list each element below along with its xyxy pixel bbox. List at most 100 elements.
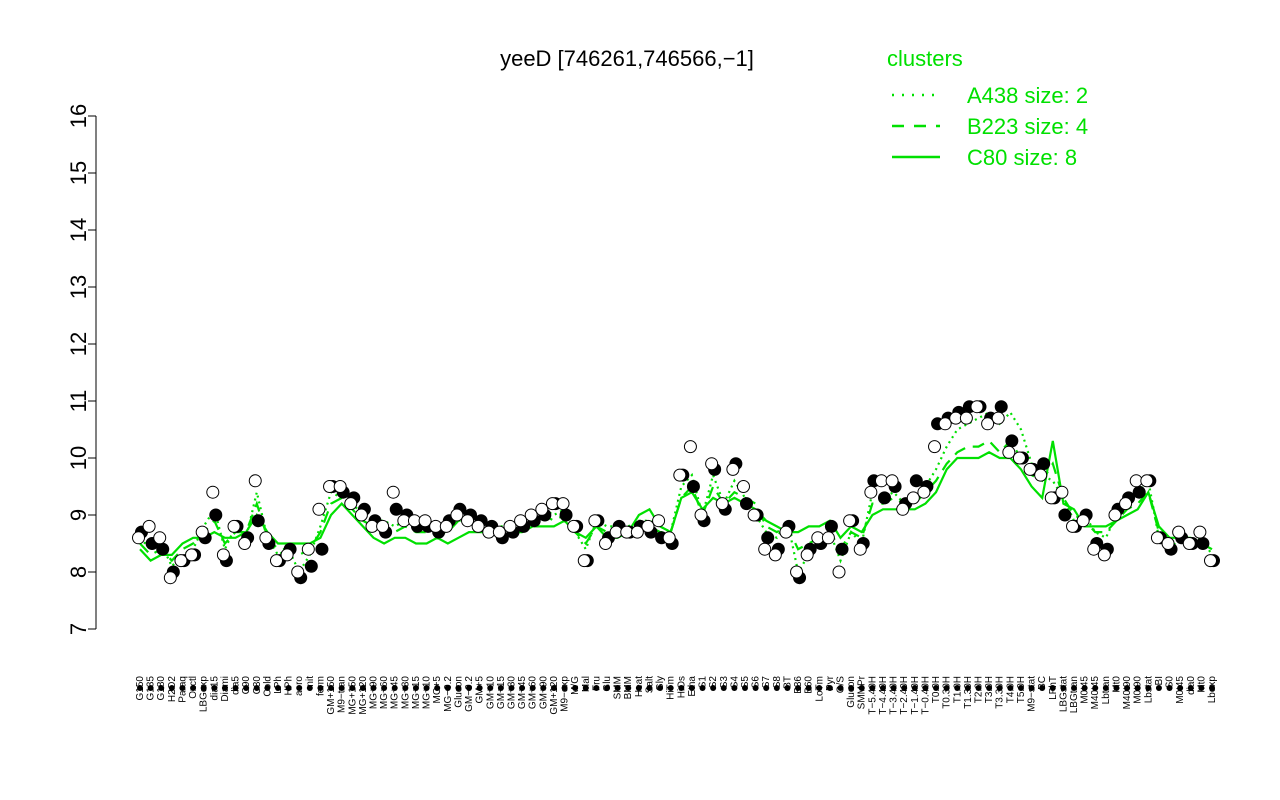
- x-rug-marker: [1102, 685, 1109, 691]
- x-tick-label: G135: [146, 676, 157, 701]
- data-point-filled: [156, 542, 170, 556]
- x-rug-marker: [922, 685, 929, 691]
- legend-title: clusters: [887, 46, 963, 71]
- x-tick-label: LBGstat: [1058, 676, 1069, 712]
- x-rug-marker: [137, 685, 143, 691]
- data-point-open: [885, 474, 899, 488]
- x-rug-marker: [1049, 685, 1056, 691]
- data-point-open: [524, 508, 538, 522]
- x-rug-marker: [434, 685, 441, 691]
- x-tick-label: Paraq: [177, 676, 188, 703]
- x-tick-label: T4.0H: [1005, 676, 1016, 703]
- x-rug-marker: [572, 685, 579, 691]
- series-line-solid: [139, 440, 1213, 562]
- x-tick-label: MG+150: [347, 676, 358, 715]
- x-rug-marker: [720, 685, 727, 691]
- x-rug-marker: [1155, 685, 1162, 691]
- x-tick-label: T3.30H: [995, 676, 1006, 709]
- x-tick-label: T−4.40H: [878, 676, 889, 715]
- data-point-open: [1055, 485, 1069, 499]
- data-point-open: [864, 485, 878, 499]
- data-point-open: [1023, 462, 1037, 476]
- x-tick-label: LPh: [273, 676, 284, 694]
- y-tick-label: 11: [66, 390, 91, 413]
- x-tick-label: M0t45: [1175, 676, 1186, 704]
- data-point-open: [853, 542, 867, 556]
- x-rug-marker: [837, 685, 844, 691]
- y-tick-label: 8: [66, 566, 91, 578]
- x-rug-marker: [338, 685, 345, 691]
- x-tick-label: Glu: [602, 676, 613, 692]
- x-rug-marker: [285, 685, 292, 691]
- data-point-open: [376, 519, 390, 533]
- data-point-open: [142, 519, 156, 533]
- x-tick-label: HPh: [284, 676, 295, 695]
- x-tick-label: MG+45: [390, 676, 401, 710]
- x-rug-marker: [370, 685, 377, 691]
- data-point-filled: [761, 531, 775, 545]
- data-point-open: [259, 531, 273, 545]
- x-rug-marker: [487, 685, 494, 691]
- x-tick-label: LPhT: [1048, 676, 1059, 700]
- x-tick-label: T5.0H: [1016, 676, 1027, 703]
- x-rug-marker: [1017, 685, 1024, 691]
- data-point-open: [652, 514, 666, 528]
- data-point-filled: [209, 508, 223, 522]
- y-tick-label: 12: [66, 332, 91, 356]
- x-tick-label: GM+30: [506, 676, 517, 710]
- data-point-open: [928, 440, 942, 454]
- data-point-filled: [559, 508, 573, 522]
- x-rug-marker: [826, 685, 833, 691]
- x-tick-label: C90: [241, 676, 252, 695]
- x-rug-marker: [614, 685, 621, 691]
- data-point-open: [779, 525, 793, 539]
- x-rug-marker: [466, 685, 473, 691]
- x-tick-label: Mt0: [1111, 676, 1122, 693]
- x-tick-label: HiTm: [666, 676, 677, 700]
- x-rug-marker: [391, 685, 398, 691]
- data-point-open: [153, 531, 167, 545]
- x-tick-label: S8: [772, 676, 783, 689]
- data-point-open: [747, 508, 761, 522]
- data-point-open: [238, 537, 252, 550]
- data-point-filled: [686, 480, 700, 493]
- data-point-open: [492, 525, 506, 539]
- x-tick-label: BT: [782, 676, 793, 689]
- x-tick-label: GM+15: [496, 676, 507, 710]
- x-tick-label: SMMPr: [857, 675, 868, 709]
- x-rug-marker: [211, 685, 218, 691]
- x-tick-label: MG+15: [411, 676, 422, 710]
- y-tick-label: 13: [66, 275, 91, 299]
- data-point-filled: [739, 497, 753, 511]
- x-rug-marker: [890, 685, 897, 691]
- x-tick-label: Lbexp: [1207, 676, 1218, 704]
- x-rug-marker: [1081, 685, 1088, 691]
- data-point-open: [1044, 491, 1058, 505]
- x-tick-label: Fru: [591, 676, 602, 691]
- data-point-open: [843, 514, 857, 528]
- data-point-filled: [251, 514, 265, 528]
- data-point-open: [195, 525, 209, 539]
- x-rug-marker: [1060, 685, 1067, 691]
- x-tick-label: B36: [793, 676, 804, 694]
- data-point-open: [216, 548, 230, 562]
- data-point-open: [800, 548, 814, 562]
- x-rug-marker: [805, 685, 812, 691]
- data-point-open: [694, 508, 708, 522]
- data-point-open: [439, 519, 453, 533]
- x-tick-label: M9−exp: [560, 676, 571, 712]
- x-rug-marker: [317, 685, 324, 691]
- x-rug-marker: [550, 685, 557, 691]
- data-point-open: [1097, 548, 1111, 562]
- x-tick-label: GM+120: [549, 676, 560, 715]
- data-point-filled: [824, 519, 838, 533]
- x-rug-marker: [1145, 685, 1152, 691]
- x-rug-marker: [964, 685, 971, 691]
- data-point-filled: [1132, 485, 1146, 499]
- data-point-filled: [304, 559, 318, 573]
- y-tick-label: 15: [66, 161, 91, 185]
- x-tick-label: GM+60: [528, 676, 539, 710]
- data-point-open: [301, 542, 315, 556]
- data-point-open: [535, 502, 549, 516]
